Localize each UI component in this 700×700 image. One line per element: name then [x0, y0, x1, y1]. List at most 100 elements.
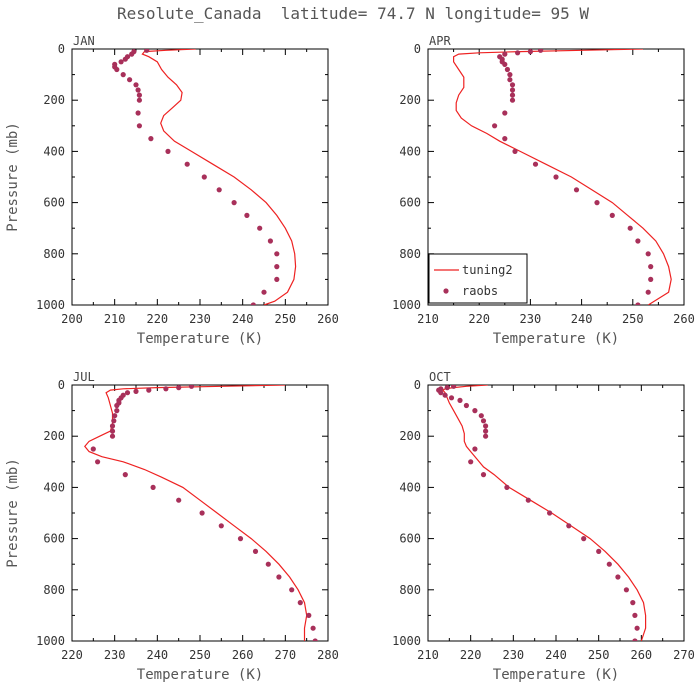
series-line-tuning2 [141, 49, 297, 305]
x-tick-label: 220 [460, 648, 482, 662]
raobs-point [609, 212, 615, 218]
raobs-point [623, 587, 630, 593]
x-tick-label: 250 [274, 312, 296, 326]
raobs-point [136, 92, 142, 98]
raobs-point [124, 390, 131, 396]
raobs-point [250, 302, 256, 305]
y-tick-label: 1000 [36, 634, 65, 648]
x-tick-label: 230 [502, 648, 524, 662]
raobs-point [606, 561, 612, 567]
raobs-point [118, 59, 124, 65]
raobs-point [261, 289, 267, 295]
raobs-point [538, 49, 544, 53]
y-tick-label: 400 [399, 480, 421, 494]
raobs-point [310, 625, 316, 631]
series-line-tuning2 [84, 385, 308, 641]
x-axis-title: Temperature (K) [137, 667, 263, 683]
plot-area [436, 385, 647, 641]
raobs-point [176, 385, 182, 391]
raobs-point [112, 413, 118, 419]
raobs-point [463, 402, 469, 409]
y-tick-label: 1000 [36, 298, 65, 312]
raobs-point [635, 302, 641, 305]
raobs-point [122, 56, 128, 62]
x-tick-label: 240 [571, 312, 593, 326]
y-tick-label: 600 [43, 532, 65, 546]
panel-apr: APR 210 220 230 240 250 260 0 200 400 600 800 1000 Te… [392, 34, 695, 347]
x-axis-title: Temperature (K) [137, 331, 263, 347]
raobs-point [472, 408, 478, 414]
raobs-point [109, 428, 116, 434]
raobs-point [289, 587, 295, 593]
plot-frame [71, 48, 329, 306]
raobs-point [216, 187, 222, 193]
raobs-point [448, 395, 455, 401]
legend-box [428, 253, 528, 304]
plot-area [112, 49, 297, 305]
y-axis-title: Pressure (mb) [5, 122, 21, 232]
raobs-point [645, 289, 651, 295]
raobs-point [237, 536, 244, 542]
raobs-point [312, 638, 318, 641]
raobs-point [483, 433, 489, 439]
raobs-point [547, 510, 553, 516]
raobs-point [136, 123, 142, 129]
raobs-point [502, 110, 508, 116]
x-tick-label: 220 [468, 312, 490, 326]
raobs-point [515, 50, 521, 56]
y-tick-label: 800 [43, 247, 65, 261]
panel-oct: OCT 210 220 230 240 250 260 270 0 200 400 600 800 100… [392, 370, 695, 683]
raobs-point [632, 638, 638, 641]
y-tick-label: 400 [399, 144, 421, 158]
x-tick-label: 260 [317, 312, 339, 326]
raobs-point [532, 161, 539, 167]
x-tick-label: 280 [317, 648, 339, 662]
raobs-point [184, 161, 190, 167]
y-tick-label: 800 [399, 247, 421, 261]
raobs-point [627, 225, 633, 231]
y-tick-label: 200 [43, 429, 65, 443]
raobs-point [120, 72, 126, 78]
x-tick-label: 230 [520, 312, 542, 326]
raobs-point [148, 136, 154, 142]
raobs-point [231, 200, 237, 206]
y-tick-label: 600 [399, 532, 421, 546]
raobs-point [127, 77, 133, 83]
raobs-point [483, 428, 489, 434]
raobs-point [442, 392, 448, 398]
raobs-point [509, 87, 516, 93]
raobs-point [594, 200, 600, 206]
panel-label: JUL [73, 370, 95, 384]
raobs-point [566, 523, 572, 529]
x-tick-label: 230 [189, 312, 211, 326]
y-tick-label: 0 [414, 42, 421, 56]
raobs-point [111, 418, 117, 424]
x-tick-label: 210 [417, 648, 439, 662]
raobs-point [472, 446, 478, 452]
raobs-point [109, 433, 116, 439]
panel-label: OCT [429, 370, 451, 384]
raobs-point [129, 51, 135, 57]
raobs-point [492, 123, 498, 129]
legend: tuning2 raobs [428, 253, 528, 304]
raobs-point [265, 561, 271, 567]
raobs-point [553, 174, 559, 180]
panels: JAN 200 210 220 230 240 250 260 0 200 400 600 800 100… [5, 34, 695, 683]
raobs-point [525, 497, 531, 503]
raobs-point [648, 276, 654, 282]
raobs-point [634, 625, 640, 631]
y-tick-label: 400 [43, 480, 65, 494]
raobs-point [135, 110, 141, 116]
raobs-point [509, 92, 516, 98]
y-tick-label: 200 [399, 93, 421, 107]
y-tick-label: 1000 [392, 634, 421, 648]
raobs-point [438, 390, 444, 396]
x-tick-label: 240 [545, 648, 567, 662]
panel-label: JAN [73, 34, 95, 48]
raobs-point [257, 225, 263, 231]
raobs-point [306, 612, 312, 619]
y-tick-label: 400 [43, 144, 65, 158]
plot-frame [427, 384, 685, 642]
raobs-point [114, 66, 120, 73]
